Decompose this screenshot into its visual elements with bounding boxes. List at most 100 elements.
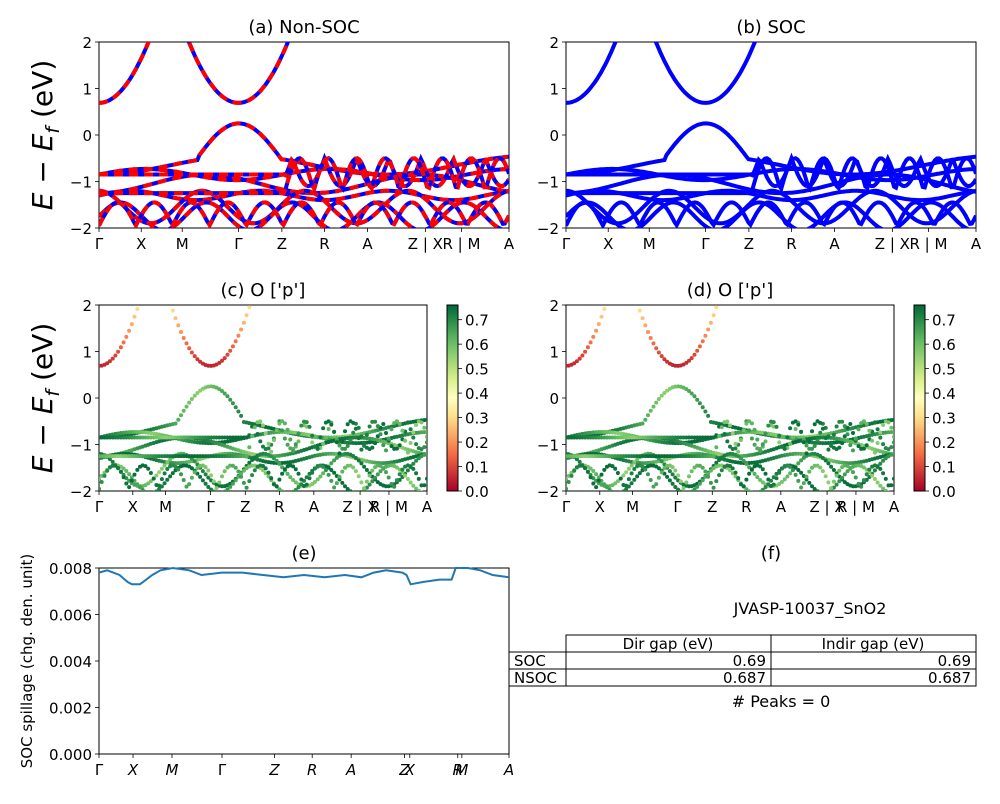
projection-point xyxy=(422,483,427,488)
projection-point xyxy=(687,358,691,363)
projection-point xyxy=(607,454,612,459)
projection-point xyxy=(796,451,801,456)
projection-point xyxy=(230,401,235,406)
projection-point xyxy=(364,479,369,484)
projection-point xyxy=(340,439,345,444)
projection-point xyxy=(566,477,568,482)
projection-point xyxy=(239,327,244,332)
projection-point xyxy=(220,474,224,479)
projection-point xyxy=(214,454,219,459)
table-row-nsoc-label: NSOC xyxy=(514,669,557,687)
colorbar-tick-label: 0.2 xyxy=(932,434,956,452)
x-tick-label: X xyxy=(595,498,605,516)
projection-point xyxy=(291,449,296,454)
projection-point xyxy=(689,469,694,474)
projection-point xyxy=(239,413,244,418)
projection-point xyxy=(834,424,839,429)
colorbar-d: 0.0 0.1 0.2 0.3 0.4 0.5 0.6 0.7 xyxy=(913,304,956,501)
panel-a-title: (a) Non-SOC xyxy=(248,17,359,38)
projection-point xyxy=(826,461,831,466)
projection-point xyxy=(381,443,386,448)
projection-point xyxy=(200,478,205,483)
projection-point xyxy=(247,445,252,450)
y-tick-label: 1 xyxy=(82,344,92,362)
projection-point xyxy=(286,491,290,495)
projection-point xyxy=(656,466,661,471)
projection-point xyxy=(697,344,702,349)
projection-point xyxy=(343,484,347,489)
projection-point xyxy=(160,272,164,276)
projection-point xyxy=(274,484,279,489)
projection-point xyxy=(138,485,142,490)
projection-point xyxy=(323,468,328,473)
projection-point xyxy=(367,424,372,429)
projection-point xyxy=(829,486,834,491)
projection-point xyxy=(692,487,697,491)
projection-point xyxy=(632,454,637,459)
projection-point xyxy=(656,475,661,480)
projection-point xyxy=(804,451,809,456)
projection-point xyxy=(632,477,637,482)
projection-point xyxy=(875,441,880,445)
projection-point xyxy=(763,439,768,444)
projection-point xyxy=(845,432,850,437)
band-line-down xyxy=(99,156,509,196)
projection-point xyxy=(222,356,227,361)
projection-point xyxy=(244,454,249,459)
projection-point xyxy=(132,454,137,459)
x-tick-label: Γ xyxy=(673,498,682,516)
projection-point xyxy=(667,478,672,483)
projection-point xyxy=(233,405,238,410)
projection-point xyxy=(859,484,864,489)
projection-point xyxy=(162,471,167,476)
projection-point xyxy=(758,99,762,103)
table-row-nsoc-indir: 0.687 xyxy=(928,669,971,687)
projection-point xyxy=(812,487,817,491)
projection-point xyxy=(165,291,169,295)
projection-point xyxy=(678,489,683,491)
projection-point xyxy=(152,490,155,491)
projection-point xyxy=(829,443,834,448)
projection-point xyxy=(875,427,880,432)
projection-point xyxy=(599,314,604,319)
projection-point xyxy=(624,483,629,488)
projection-point xyxy=(214,435,219,440)
projection-point xyxy=(872,468,877,473)
x-tick-label: M xyxy=(643,235,656,253)
projection-point xyxy=(99,480,104,484)
projection-point xyxy=(129,322,134,327)
projection-point xyxy=(329,422,334,427)
projection-point xyxy=(881,458,886,463)
projection-point xyxy=(222,469,227,474)
projection-point xyxy=(110,356,115,361)
band-line-down xyxy=(99,42,291,105)
x-tick-label: A xyxy=(889,498,900,516)
projection-point xyxy=(818,465,823,470)
projection-point xyxy=(288,116,292,120)
x-tick-label: Γ xyxy=(95,761,104,779)
x-tick-label: A xyxy=(345,761,356,779)
projection-point xyxy=(834,482,839,487)
y-tick-label: 0.002 xyxy=(49,700,92,718)
projection-point xyxy=(692,352,697,357)
projection-point xyxy=(370,445,375,450)
projection-point xyxy=(856,427,861,432)
projection-point xyxy=(602,482,607,487)
x-tick-label: X xyxy=(127,761,139,779)
projection-point xyxy=(596,475,601,480)
projection-point xyxy=(384,431,388,435)
projection-point xyxy=(176,323,181,328)
projection-point xyxy=(673,454,678,459)
projection-point xyxy=(681,486,686,491)
projection-point xyxy=(384,448,388,453)
projection-point xyxy=(173,316,178,321)
projection-point xyxy=(329,478,334,483)
x-tick-label: Γ xyxy=(218,761,227,779)
projection-point xyxy=(195,357,200,362)
y-tick-label: 2 xyxy=(82,297,92,315)
projection-point xyxy=(646,413,650,418)
projection-point xyxy=(121,340,126,345)
projection-point xyxy=(752,471,757,476)
projection-point xyxy=(566,480,571,484)
projection-point xyxy=(777,433,782,438)
